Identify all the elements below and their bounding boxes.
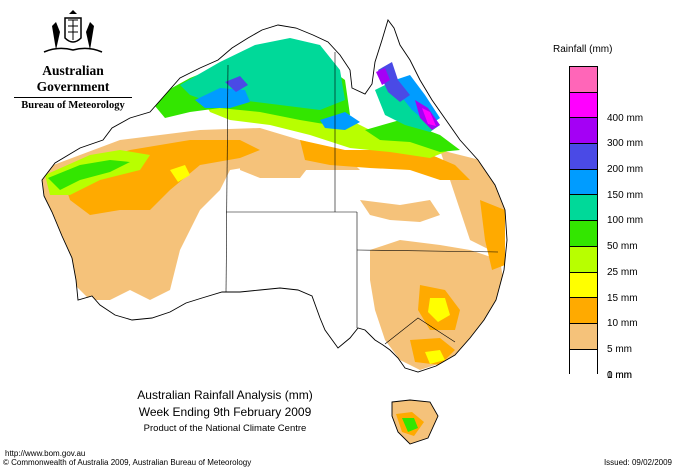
legend-label: 15 mm: [607, 292, 638, 304]
bureau-name: Bureau of Meteorology: [21, 100, 125, 111]
copyright-notice: © Commonwealth of Australia 2009, Austra…: [3, 458, 252, 467]
coat-of-arms-icon: [43, 10, 103, 53]
legend-swatch: [569, 194, 598, 221]
logo-divider: [14, 97, 132, 98]
legend-label: 25 mm: [607, 266, 638, 278]
government-name: Australian Government: [36, 63, 110, 94]
map-credit: Product of the National Climate Centre: [143, 423, 307, 434]
legend-label: 150 mm: [607, 189, 644, 201]
legend-swatch: [569, 168, 598, 195]
legend-swatch: [569, 91, 598, 118]
legend-label: 300 mm: [607, 138, 644, 150]
map-title: Australian Rainfall Analysis (mm): [137, 388, 313, 402]
legend-swatch: [569, 271, 598, 298]
legend-swatch: [569, 245, 598, 272]
government-logo: Australian Government Bureau of Meteorol…: [8, 10, 138, 111]
legend-label: 50 mm: [607, 241, 638, 253]
legend-swatch: [569, 297, 598, 323]
legend-swatch: [569, 220, 598, 246]
legend-label: 0 mm: [607, 370, 632, 382]
legend-swatch: [569, 322, 598, 349]
map-subtitle: Week Ending 9th February 2009: [138, 405, 312, 419]
legend-swatch: [569, 117, 598, 144]
legend-swatch: [569, 66, 598, 92]
legend-swatch: [569, 348, 598, 375]
legend-label: 200 mm: [607, 164, 644, 176]
legend-title: Rainfall (mm): [553, 44, 613, 55]
legend-label: 400 mm: [607, 112, 644, 124]
legend-label: 100 mm: [607, 215, 644, 227]
legend-label: 1 mm: [607, 369, 632, 381]
issued-date: Issued: 09/02/2009: [603, 458, 672, 467]
website-link[interactable]: http://www.bom.gov.au: [5, 449, 86, 458]
legend-label: 10 mm: [607, 318, 638, 330]
legend-label: 5 mm: [607, 343, 632, 355]
legend-swatch: [569, 143, 598, 169]
